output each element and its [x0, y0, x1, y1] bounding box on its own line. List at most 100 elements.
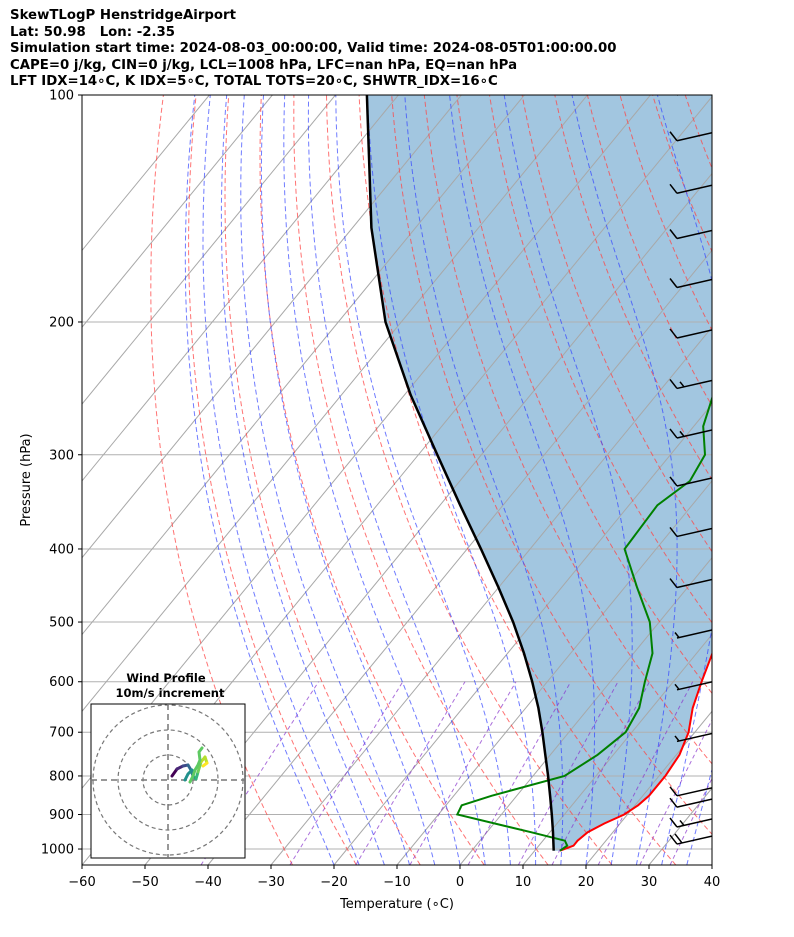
x-tick-label: −30	[257, 875, 284, 890]
hodograph-segment	[188, 746, 204, 784]
barb-staff	[677, 95, 681, 96]
barb-flag	[669, 328, 678, 339]
barb-staff	[676, 429, 712, 439]
dry-adiabat	[718, 95, 794, 865]
barb-flag	[669, 378, 678, 389]
moist-adiabat	[656, 95, 712, 865]
moist-adiabat	[335, 95, 511, 865]
moist-adiabat	[240, 95, 411, 865]
moist-adiabat	[307, 95, 486, 865]
wind-barb	[669, 578, 712, 589]
plot-area	[82, 95, 794, 865]
moist-adiabat	[737, 95, 794, 865]
wind-barb	[669, 378, 712, 390]
hodograph-segment	[196, 760, 203, 774]
temperature-line	[559, 651, 712, 852]
wind-barb	[676, 95, 681, 96]
dewpoint-line	[455, 395, 712, 852]
moist-adiabat	[220, 95, 385, 865]
location-line: Lat: 50.98 Lon: -2.35	[10, 24, 176, 40]
isotherm-line	[82, 95, 336, 405]
wind-barb	[669, 833, 712, 845]
x-tick-label: −60	[68, 875, 95, 890]
wind-barb	[669, 428, 712, 439]
x-tick-label: 20	[578, 875, 595, 890]
y-tick-label: 900	[49, 808, 74, 823]
y-tick-label: 700	[49, 726, 74, 741]
barb-half-flag	[679, 430, 685, 437]
barb-staff	[676, 329, 712, 339]
barb-flag	[669, 131, 678, 142]
chart-title: SkewTLogP HenstridgeAirport	[10, 8, 236, 23]
shaded-area	[366, 95, 712, 851]
mixing-ratio-line	[289, 681, 404, 865]
moist-adiabat	[711, 863, 712, 865]
wind-barb	[669, 526, 712, 538]
dry-adiabat	[224, 95, 421, 865]
y-tick-label: 300	[49, 448, 74, 463]
mixing-ratio-line	[597, 681, 694, 865]
cape-line: CAPE=0 j/kg, CIN=0 j/kg, LCL=1008 hPa, L…	[10, 57, 518, 73]
wind-barb	[674, 732, 712, 743]
isotherm-line	[82, 95, 462, 559]
barb-staff	[676, 787, 712, 797]
moist-adiabat	[571, 95, 678, 865]
barb-half-flag	[674, 683, 680, 690]
wind-barb	[669, 229, 712, 240]
wind-barb	[674, 681, 712, 691]
isotherm-line	[459, 556, 712, 865]
moist-adiabat	[283, 95, 461, 865]
x-tick-label: −40	[194, 875, 221, 890]
barb-staff	[676, 629, 712, 639]
inset-title: Wind Profile	[126, 671, 206, 685]
wind-profile-inset: Wind Profile 10m/s increment	[90, 671, 246, 859]
chart-header: SkewTLogP HenstridgeAirport Lat: 50.98 L…	[10, 8, 617, 91]
inset-subtitle: 10m/s increment	[116, 686, 225, 700]
barb-staff	[676, 681, 712, 691]
x-axis-label: Temperature (∘C)	[339, 897, 454, 912]
isotherm-line	[82, 95, 399, 482]
barb-flag	[669, 183, 678, 194]
hodograph-segment	[201, 761, 209, 768]
moist-adiabat	[503, 95, 633, 865]
y-tick-label: 500	[49, 616, 74, 631]
hodograph-segment	[183, 768, 194, 782]
isotherm-line	[270, 326, 712, 865]
isotherm-line	[396, 480, 712, 865]
dry-adiabat	[423, 95, 712, 765]
parcel-path	[365, 95, 555, 851]
dry-adiabat	[150, 95, 293, 865]
barb-half-flag	[679, 381, 685, 388]
wind-barb	[669, 797, 712, 808]
dry-adiabat	[750, 95, 794, 865]
time-line: Simulation start time: 2024-08-03_00:00:…	[10, 41, 617, 56]
dry-adiabat	[259, 95, 485, 865]
isotherm-line	[82, 95, 588, 713]
barb-flag	[669, 834, 678, 845]
barb-staff	[676, 527, 712, 538]
indices-line: LFT IDX=14∘C, K IDX=5∘C, TOTAL TOTS=20∘C…	[10, 74, 498, 89]
y-tick-label: 1000	[41, 843, 74, 858]
barb-staff	[676, 578, 712, 589]
moist-adiabat	[202, 95, 360, 865]
mixing-ratio-line	[355, 681, 466, 865]
x-tick-label: −50	[131, 875, 158, 890]
dry-adiabat	[783, 95, 794, 865]
barb-flag	[669, 578, 678, 588]
barb-staff	[676, 379, 712, 390]
isotherm-line	[144, 172, 712, 865]
barb-staff	[676, 229, 712, 240]
isotherm-line	[82, 95, 273, 328]
wind-barb	[669, 131, 712, 142]
barb-staff	[676, 818, 712, 828]
y-axis-label: Pressure (hPa)	[19, 433, 34, 526]
y-tick-label: 200	[49, 315, 74, 330]
dry-adiabat	[293, 95, 549, 865]
barb-staff	[676, 278, 712, 289]
dry-adiabat	[652, 95, 712, 253]
wind-barb	[669, 278, 712, 289]
moist-adiabat	[184, 95, 335, 865]
barb-flag	[669, 797, 678, 808]
barb-staff	[676, 132, 712, 142]
barb-staff	[676, 835, 712, 845]
